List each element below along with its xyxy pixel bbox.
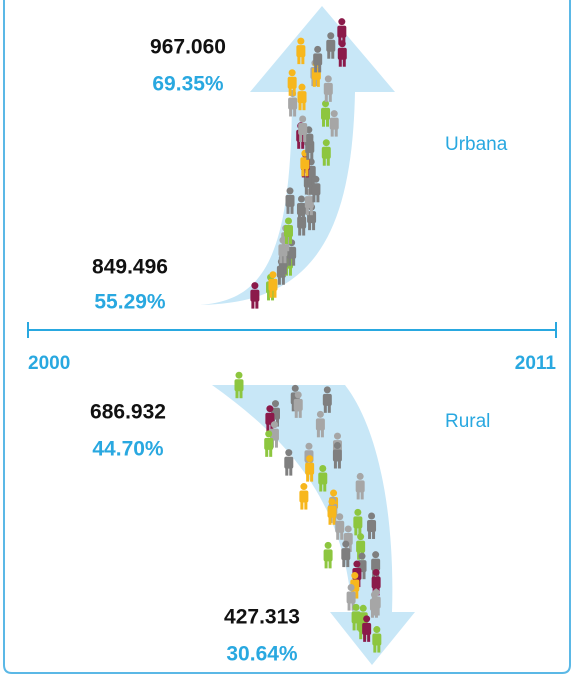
person-icon <box>351 603 361 631</box>
rural-end-value: 427.313 <box>224 606 300 629</box>
person-icon <box>285 187 295 214</box>
person-icon <box>353 508 363 536</box>
person-icon <box>234 371 244 399</box>
person-icon <box>343 525 353 552</box>
person-icon <box>313 45 323 73</box>
person-icon <box>250 282 260 309</box>
rural-label: Rural <box>445 411 490 432</box>
person-icon <box>305 455 315 482</box>
frame <box>3 0 571 674</box>
person-icon <box>287 239 297 266</box>
person-icon <box>283 217 293 244</box>
person-icon <box>327 498 337 525</box>
person-icon <box>372 626 382 653</box>
person-icon <box>335 513 345 540</box>
person-icon <box>326 32 336 59</box>
rural-arrow <box>212 385 415 665</box>
person-icon <box>265 405 275 432</box>
person-icon <box>321 139 331 166</box>
person-icon <box>332 441 342 469</box>
person-icon <box>329 110 339 137</box>
person-icon <box>341 540 351 568</box>
person-icon <box>355 472 365 500</box>
person-icon <box>299 483 309 510</box>
urban-start-value: 849.496 <box>92 256 168 279</box>
person-icon <box>323 75 333 102</box>
urban-start-percent: 55.29% <box>94 291 166 314</box>
person-icon <box>297 83 307 111</box>
rural-start-percent: 44.70% <box>92 438 164 461</box>
person-icon <box>369 591 379 618</box>
person-icon <box>268 271 278 298</box>
people-icons <box>234 18 382 653</box>
person-icon <box>293 391 303 418</box>
person-icon <box>323 541 333 569</box>
person-icon <box>321 100 331 127</box>
start-year: 2000 <box>28 353 70 374</box>
urban-end-percent: 69.35% <box>152 73 224 96</box>
person-icon <box>337 18 347 45</box>
end-year: 2011 <box>515 353 557 374</box>
urban-arrow <box>200 6 395 305</box>
person-icon <box>318 465 328 492</box>
person-icon <box>287 69 297 96</box>
person-icon <box>298 115 308 143</box>
person-icon <box>322 386 332 413</box>
urban-label: Urbana <box>445 134 508 155</box>
rural-end-percent: 30.64% <box>226 643 298 666</box>
person-icon <box>315 410 325 438</box>
person-icon <box>367 512 377 539</box>
rural-start-value: 686.932 <box>90 401 166 424</box>
person-icon <box>296 37 306 65</box>
person-icon <box>362 615 372 642</box>
urban-end-value: 967.060 <box>150 36 226 59</box>
person-icon <box>264 430 274 457</box>
person-icon <box>284 449 294 476</box>
person-icon <box>296 195 306 222</box>
